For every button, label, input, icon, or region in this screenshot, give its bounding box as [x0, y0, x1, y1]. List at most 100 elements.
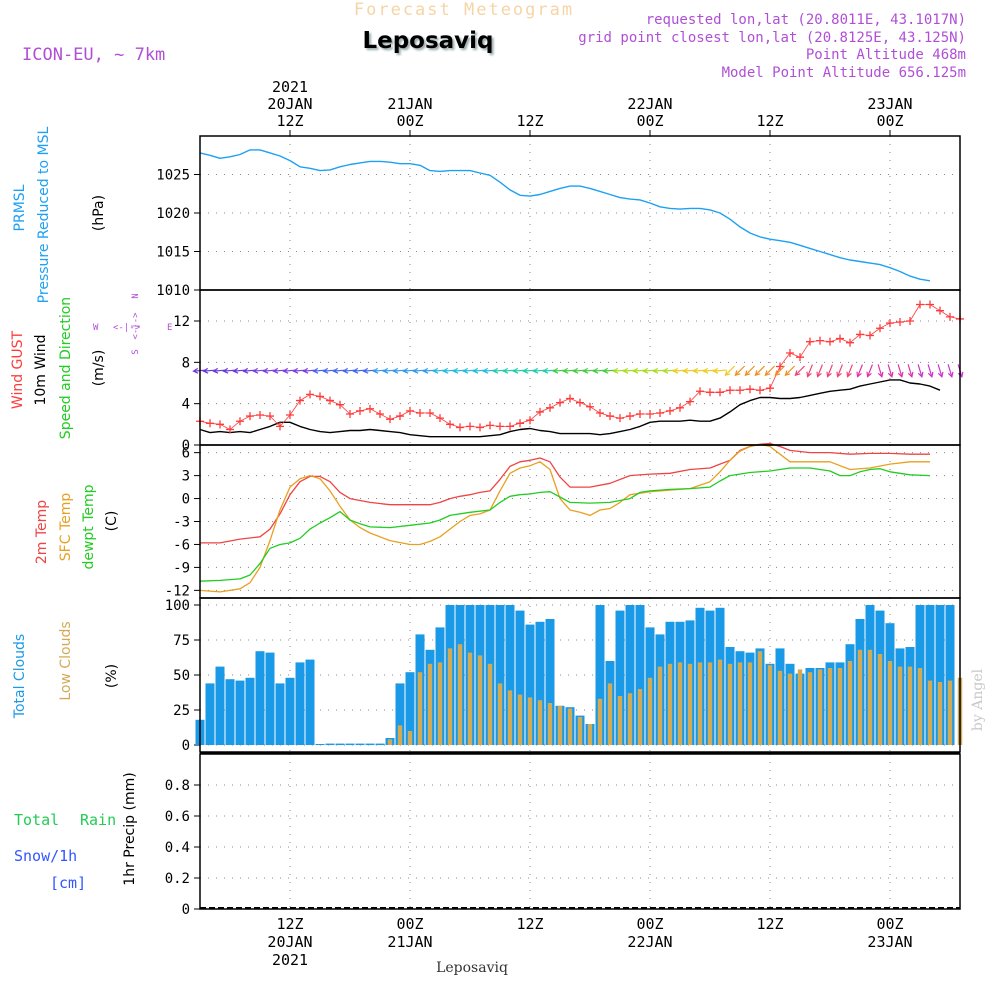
- wind-direction-arrowhead: [622, 367, 629, 374]
- wind-gust-marker: [916, 300, 924, 309]
- low-cloud-bar: [757, 651, 763, 745]
- low-cloud-bar: [417, 672, 423, 745]
- total-cloud-bar: [265, 652, 275, 745]
- wind-direction-arrowhead: [202, 367, 209, 374]
- total-cloud-bar: [345, 743, 355, 745]
- wind-gust-marker: [216, 420, 224, 429]
- wind-direction-arrowhead: [482, 367, 489, 374]
- bottom-time-label: 00Z: [636, 915, 663, 933]
- low-cloud-bar: [477, 655, 483, 745]
- wind-gust-marker: [586, 402, 594, 411]
- low-cloud-bar: [577, 717, 583, 745]
- wind-direction-arrowhead: [412, 367, 419, 374]
- wind-direction-arrowhead: [866, 371, 872, 378]
- wind-direction-arrow: [744, 365, 756, 376]
- wind-direction-arrowhead: [232, 367, 239, 374]
- gridpoint-coords: grid point closest lon,lat (20.8125E, 43…: [578, 30, 966, 46]
- top-time-label: 12Z: [516, 112, 543, 130]
- total-cloud-bar: [625, 605, 635, 745]
- clouds-ytick-label: 75: [173, 633, 190, 649]
- wind-direction-arrowhead: [754, 370, 761, 377]
- top-time-label: 12Z: [756, 112, 783, 130]
- wind-direction-arrowhead: [462, 367, 469, 374]
- wind-gust-marker: [246, 412, 254, 421]
- wind-gust-line: [199, 304, 961, 430]
- low-cloud-bar: [487, 663, 493, 745]
- top-time-label: 23JAN: [867, 95, 912, 113]
- top-time-label: 21JAN: [387, 95, 432, 113]
- wind-direction-arrow: [817, 364, 823, 377]
- wind-gust-marker: [286, 411, 294, 420]
- wind-gust-marker: [386, 415, 394, 424]
- total-cloud-bar: [335, 743, 345, 745]
- low-cloud-bar: [727, 663, 733, 745]
- wind-direction-arrowhead: [222, 367, 229, 374]
- wind-gust-marker: [766, 384, 774, 393]
- low-cloud-bar: [937, 682, 943, 745]
- temp-dewpt-label: dewpt Temp: [81, 484, 97, 569]
- wind-direction-arrowhead: [662, 367, 669, 374]
- wind-direction-arrowhead: [794, 370, 801, 377]
- low-cloud-bar: [597, 698, 603, 745]
- total-cloud-bar: [305, 659, 315, 745]
- wind-direction-arrowhead: [712, 367, 719, 374]
- wind-gust-marker: [326, 396, 334, 405]
- pressure-ytick-label: 1020: [156, 206, 190, 222]
- total-cloud-bar: [235, 680, 245, 745]
- top-time-label: 22JAN: [627, 95, 672, 113]
- top-time-label: 2021: [272, 78, 308, 96]
- wind-gust-marker: [716, 388, 724, 397]
- bottom-time-label: 22JAN: [627, 933, 672, 951]
- low-cloud-bar: [517, 694, 523, 745]
- total-cloud-bar: [205, 683, 215, 745]
- wind-gust-marker: [506, 422, 514, 431]
- ms-unit-label: (m/s): [91, 350, 107, 387]
- wind-gust-label: Wind GUST: [10, 330, 26, 409]
- wind-direction-arrowhead: [724, 370, 731, 377]
- wind-direction-arrowhead: [342, 367, 349, 374]
- wind-direction-arrowhead: [512, 367, 519, 374]
- low-cloud-bar: [897, 666, 903, 745]
- total-cloud-bar: [225, 679, 235, 745]
- wind-gust-marker: [366, 404, 374, 413]
- compass-n: N: [131, 293, 141, 298]
- compass-s: S: [131, 349, 141, 354]
- temp-sfc-label: SFC Temp: [58, 493, 74, 562]
- low-cloud-bar: [887, 661, 893, 745]
- wind-direction-arrowhead: [292, 367, 299, 374]
- total-cloud-bar: [405, 672, 415, 745]
- total-cloud-bar: [375, 743, 385, 745]
- wind-direction-arrowhead: [552, 367, 559, 374]
- wind-direction-arrowhead: [262, 367, 269, 374]
- wind-direction-arrowhead: [192, 367, 199, 374]
- low-cloud-bar: [947, 680, 953, 745]
- wind-direction-arrow: [764, 365, 776, 376]
- wind-gust-marker: [496, 422, 504, 431]
- wind-direction-arrowhead: [432, 367, 439, 374]
- wind-gust-marker: [406, 406, 414, 415]
- compass-arrow-ns: <-|->: [131, 312, 141, 340]
- precip-ytick-label: 0.2: [165, 871, 190, 887]
- low-cloud-bar: [767, 665, 773, 745]
- top-time-label: 12Z: [276, 112, 303, 130]
- wind-gust-marker: [786, 349, 794, 358]
- top-time-label: 00Z: [876, 112, 903, 130]
- temp-sfc-line: [199, 443, 930, 593]
- wind-gust-marker: [946, 312, 954, 321]
- wind-direction-arrowhead: [392, 367, 399, 374]
- wind-gust-marker: [236, 417, 244, 426]
- low-clouds-label: Low Clouds: [58, 621, 74, 700]
- low-cloud-bar: [387, 739, 393, 745]
- total-cloud-bar: [245, 677, 255, 745]
- low-cloud-bar: [927, 680, 933, 745]
- wind-gust-marker: [736, 386, 744, 395]
- wind-gust-marker: [266, 412, 274, 421]
- low-cloud-bar: [587, 724, 593, 745]
- cloud-bars: [195, 605, 963, 745]
- bottom-time-label: 12Z: [516, 915, 543, 933]
- clouds-ytick-label: 50: [173, 668, 190, 684]
- low-cloud-bar: [737, 662, 743, 745]
- bottom-time-label: 12Z: [276, 915, 303, 933]
- low-cloud-bar: [867, 649, 873, 745]
- low-cloud-bar: [447, 648, 453, 745]
